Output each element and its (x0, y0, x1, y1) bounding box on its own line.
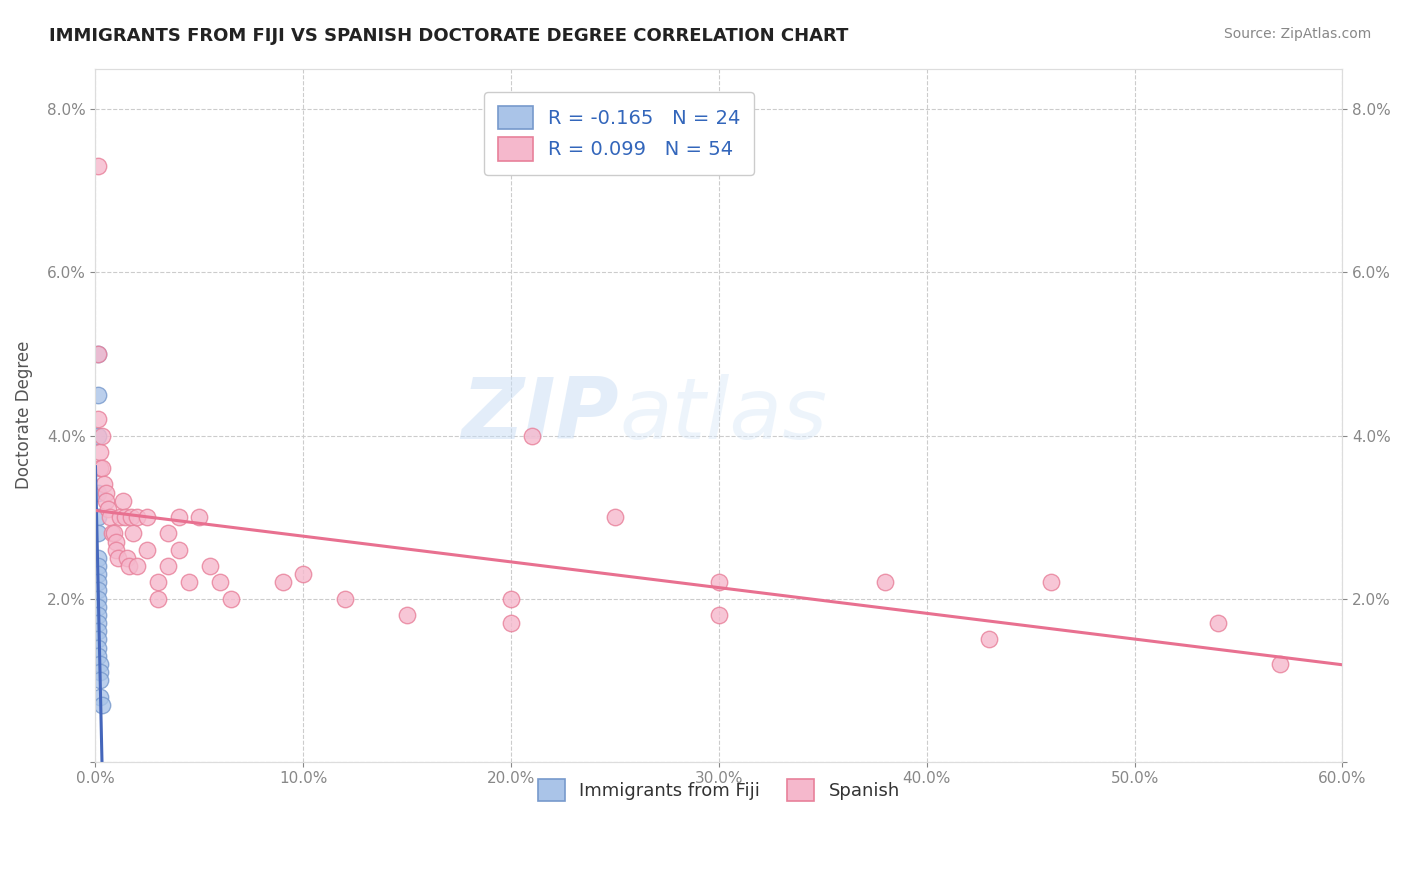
Point (98, 510, 121, 524)
Point (209, 575, 232, 590)
Point (89, 673, 111, 688)
Point (89, 445, 111, 459)
Point (125, 559, 148, 574)
Point (292, 567, 315, 582)
Point (90, 698, 112, 712)
Point (125, 510, 148, 524)
Point (86, 591, 108, 606)
Point (86, 347, 108, 361)
Point (146, 591, 169, 606)
Point (396, 607, 419, 622)
Text: IMMIGRANTS FROM FIJI VS SPANISH DOCTORATE DEGREE CORRELATION CHART: IMMIGRANTS FROM FIJI VS SPANISH DOCTORAT… (49, 27, 849, 45)
Point (501, 591, 523, 606)
Point (86, 648, 108, 663)
Point (86, 599, 108, 614)
Point (86, 485, 108, 500)
Point (146, 575, 169, 590)
Point (93, 477, 115, 491)
Point (136, 510, 159, 524)
Point (90, 428, 112, 442)
Point (120, 510, 142, 524)
Point (198, 559, 221, 574)
Y-axis label: Doctorate Degree: Doctorate Degree (15, 341, 32, 490)
Point (89, 461, 111, 475)
Point (111, 493, 134, 508)
Point (107, 550, 129, 565)
Point (1040, 575, 1063, 590)
Point (103, 526, 125, 541)
Point (1206, 616, 1229, 631)
Point (86, 550, 108, 565)
Legend: Immigrants from Fiji, Spanish: Immigrants from Fiji, Spanish (523, 764, 914, 815)
Point (86, 428, 108, 442)
Point (157, 559, 180, 574)
Point (86, 526, 108, 541)
Point (86, 607, 108, 622)
Point (86, 575, 108, 590)
Point (101, 526, 124, 541)
Point (110, 510, 132, 524)
Point (875, 575, 897, 590)
Point (520, 428, 543, 442)
Point (603, 510, 626, 524)
Point (86, 583, 108, 598)
Point (271, 575, 294, 590)
Point (89, 657, 111, 671)
Point (167, 542, 190, 557)
Point (86, 160, 108, 174)
Point (86, 624, 108, 639)
Point (105, 542, 128, 557)
Point (86, 388, 108, 402)
Point (188, 510, 211, 524)
Point (105, 534, 128, 549)
Point (1268, 657, 1291, 671)
Point (86, 510, 108, 524)
Text: ZIP: ZIP (461, 374, 619, 457)
Point (114, 510, 136, 524)
Point (707, 575, 730, 590)
Point (115, 550, 138, 565)
Point (86, 412, 108, 426)
Point (94, 485, 117, 500)
Point (86, 616, 108, 631)
Point (167, 510, 190, 524)
Point (86, 567, 108, 582)
Point (333, 591, 356, 606)
Point (97, 502, 120, 516)
Point (118, 559, 141, 574)
Point (136, 542, 159, 557)
Point (157, 526, 180, 541)
Point (90, 461, 112, 475)
Point (94, 493, 117, 508)
Point (219, 591, 242, 606)
Text: Source: ZipAtlas.com: Source: ZipAtlas.com (1223, 27, 1371, 41)
Point (86, 559, 108, 574)
Point (86, 632, 108, 647)
Point (977, 632, 1000, 647)
Point (707, 607, 730, 622)
Point (177, 575, 200, 590)
Point (86, 640, 108, 655)
Point (86, 347, 108, 361)
Point (89, 690, 111, 704)
Point (122, 526, 145, 541)
Point (89, 665, 111, 679)
Text: atlas: atlas (619, 374, 827, 457)
Point (501, 616, 523, 631)
